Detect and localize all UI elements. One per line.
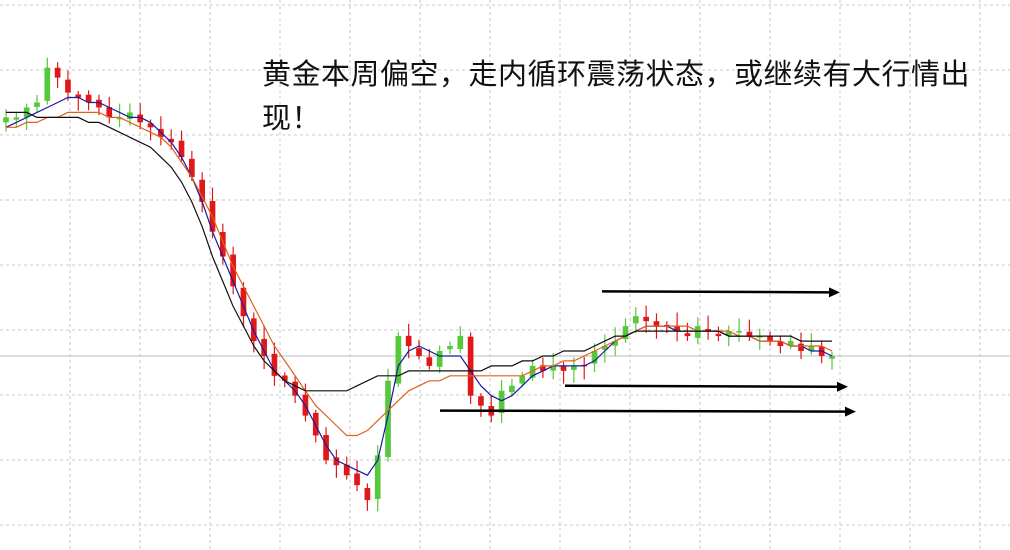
- candle-body: [540, 365, 546, 371]
- candle-body: [571, 365, 577, 370]
- candle-body: [13, 117, 20, 120]
- candle-body: [261, 338, 267, 356]
- candle-body: [364, 488, 371, 501]
- candle-body: [560, 366, 567, 371]
- candle-body: [426, 357, 433, 366]
- candle-body: [756, 336, 763, 338]
- candle-body: [612, 341, 619, 346]
- candle-body: [354, 473, 360, 486]
- range-arrow-line: [439, 409, 849, 413]
- candle-body: [643, 316, 649, 322]
- candle-body: [808, 346, 815, 351]
- candle-body: [323, 434, 329, 461]
- candle-body: [591, 350, 598, 364]
- ma-fast-line: [5, 96, 833, 476]
- candle-body: [447, 346, 453, 350]
- candle-body: [787, 341, 794, 346]
- candle-body: [385, 380, 391, 457]
- candle-body: [178, 140, 185, 158]
- candle-body: [116, 117, 123, 120]
- range-arrow-head: [845, 406, 856, 417]
- candle-body: [44, 67, 51, 101]
- candle-body: [3, 117, 9, 123]
- candle-body: [416, 348, 422, 356]
- range-arrow-line: [564, 384, 841, 389]
- candle-body: [498, 390, 505, 414]
- candle-body: [34, 102, 40, 107]
- candle-body: [550, 365, 557, 371]
- candle-body: [230, 254, 236, 287]
- candle-body: [529, 365, 536, 378]
- candle-body: [829, 355, 835, 359]
- candle-body: [602, 346, 608, 350]
- candle-body: [189, 158, 195, 178]
- candle-body: [199, 179, 206, 202]
- chart-annotation: 黄金本周偏空，走内循环震荡状态，或继续有大行情出现！: [262, 57, 971, 135]
- candle-body: [509, 385, 515, 393]
- candle-body: [343, 464, 350, 476]
- candle-body: [96, 99, 102, 108]
- candle-body: [705, 328, 711, 332]
- candle-body: [127, 112, 133, 119]
- candle-body: [746, 331, 753, 337]
- candle-body: [54, 67, 61, 78]
- candle-body: [694, 326, 701, 338]
- candle-body: [168, 138, 175, 143]
- candle-body: [240, 287, 247, 317]
- range-arrow-head: [829, 287, 840, 298]
- candle-body: [684, 333, 691, 337]
- candle-body: [715, 333, 722, 337]
- candle-body: [271, 353, 278, 376]
- candle-body: [777, 341, 784, 347]
- candle-body: [622, 326, 629, 340]
- ma-slow-line: [6, 111, 832, 392]
- candle-body: [65, 79, 71, 93]
- candle-body: [632, 316, 639, 324]
- candle-body: [674, 326, 680, 332]
- candle-body: [85, 94, 92, 103]
- candle-body: [519, 375, 526, 384]
- ma-mid-line: [6, 111, 833, 437]
- candle-body: [405, 335, 412, 347]
- range-arrow-line: [601, 290, 833, 294]
- candle-body: [292, 381, 298, 396]
- candle-body: [798, 343, 804, 351]
- candle-body: [457, 336, 464, 349]
- candle-body: [436, 350, 443, 367]
- candle-body: [75, 94, 82, 98]
- candle-body: [137, 114, 144, 123]
- candle-body: [725, 331, 732, 336]
- candle-body: [736, 331, 742, 333]
- candle-body: [653, 321, 660, 327]
- candle-body: [467, 336, 474, 396]
- candle-body: [147, 123, 154, 128]
- candle-body: [333, 457, 340, 466]
- candle-body: [767, 335, 773, 342]
- candle-body: [478, 396, 484, 406]
- candle-body: [395, 336, 402, 384]
- candle-body: [374, 455, 381, 499]
- candle-body: [281, 375, 288, 381]
- candle-body: [219, 232, 226, 257]
- range-arrow-head: [837, 381, 848, 392]
- candle-body: [106, 107, 113, 118]
